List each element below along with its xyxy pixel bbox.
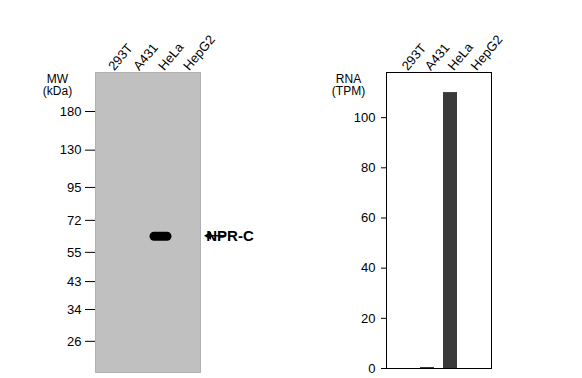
svg-text:0: 0 bbox=[368, 361, 375, 376]
svg-text:130: 130 bbox=[60, 142, 82, 157]
svg-text:26: 26 bbox=[67, 333, 81, 348]
svg-text:MW(kDa): MW(kDa) bbox=[43, 72, 72, 98]
svg-text:60: 60 bbox=[361, 210, 375, 225]
svg-text:HepG2: HepG2 bbox=[180, 32, 218, 73]
svg-text:A431: A431 bbox=[421, 40, 452, 73]
svg-text:20: 20 bbox=[361, 310, 375, 325]
svg-text:100: 100 bbox=[354, 110, 376, 125]
svg-text:180: 180 bbox=[60, 104, 82, 119]
svg-text:HepG2: HepG2 bbox=[467, 32, 505, 73]
svg-text:293T: 293T bbox=[105, 41, 136, 73]
svg-text:NPR-C: NPR-C bbox=[206, 227, 254, 244]
svg-text:80: 80 bbox=[361, 160, 375, 175]
svg-text:55: 55 bbox=[67, 245, 81, 260]
svg-text:40: 40 bbox=[361, 260, 375, 275]
svg-text:72: 72 bbox=[67, 213, 81, 228]
svg-text:RNA(TPM): RNA(TPM) bbox=[332, 72, 365, 98]
svg-text:HeLa: HeLa bbox=[444, 39, 476, 74]
svg-text:43: 43 bbox=[67, 274, 81, 289]
svg-text:HeLa: HeLa bbox=[155, 39, 187, 73]
svg-text:95: 95 bbox=[67, 180, 81, 195]
svg-text:293T: 293T bbox=[398, 41, 429, 73]
svg-text:34: 34 bbox=[67, 302, 81, 317]
svg-text:A431: A431 bbox=[130, 40, 161, 73]
